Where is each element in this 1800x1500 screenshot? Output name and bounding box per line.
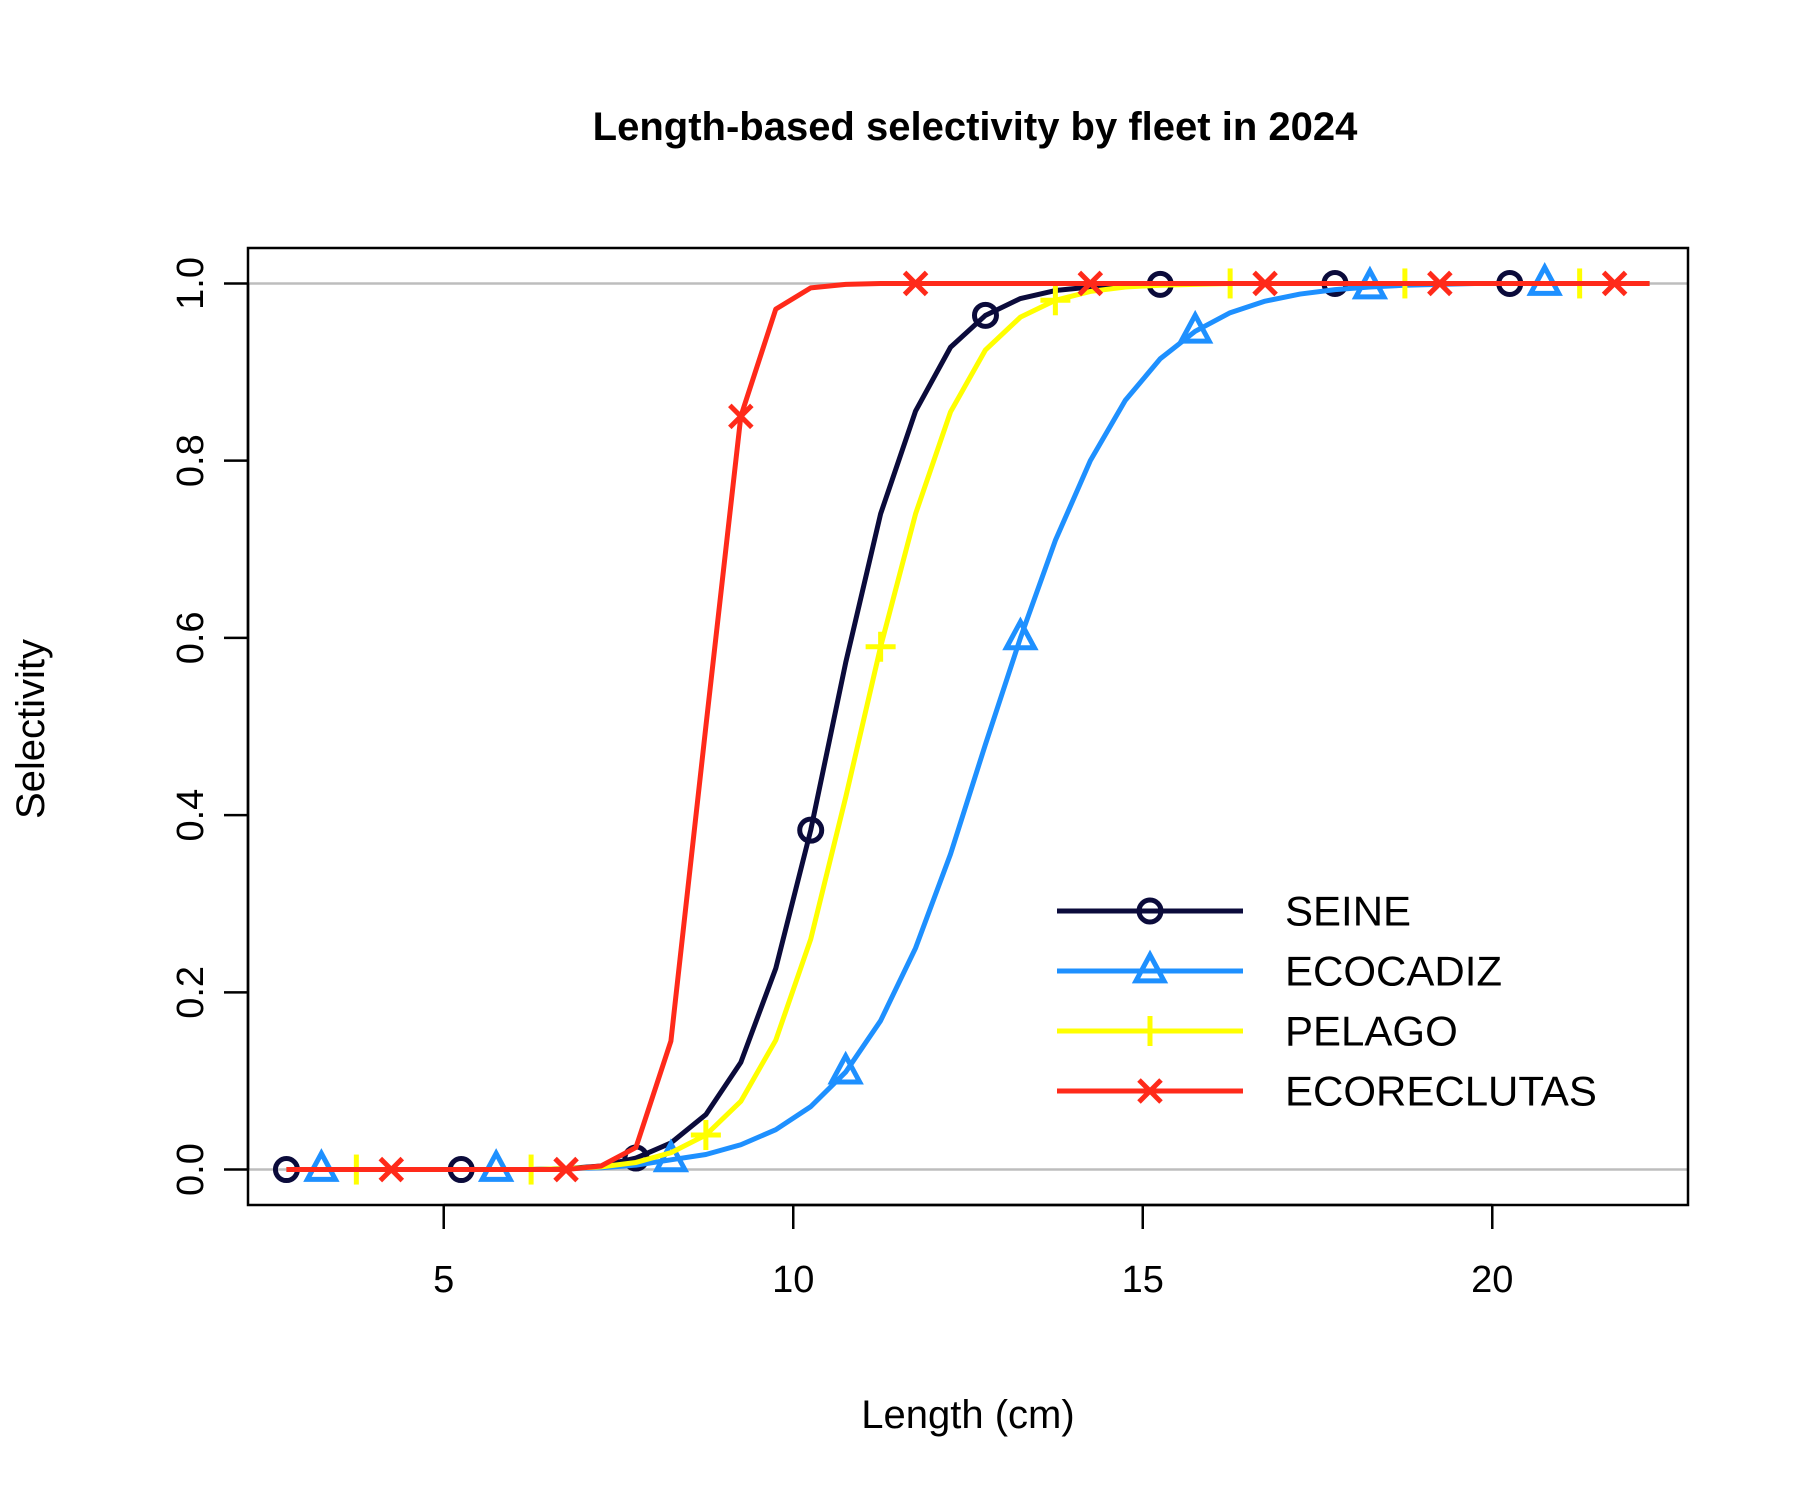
- reference-lines: [248, 282, 1688, 1171]
- point-ecoreclutas-23: [1077, 270, 1104, 297]
- x-tick-label-1: 10: [772, 1259, 814, 1301]
- point-ecocadiz-21: [1002, 616, 1039, 651]
- legend-label-ecocadiz: ECOCADIZ: [1285, 948, 1502, 995]
- point-ecoreclutas-28: [1252, 270, 1278, 297]
- y-tick-label-3: 0.6: [170, 611, 212, 664]
- series-ecoreclutas: [286, 270, 1650, 1183]
- plot-frame: [246, 246, 1690, 1207]
- point-ecoreclutas-33: [1427, 270, 1453, 297]
- point-ecoreclutas-38: [1601, 270, 1628, 297]
- y-tick-label-0: 0.0: [170, 1143, 212, 1196]
- point-ecoreclutas-13: [728, 403, 754, 430]
- x-tick-label-2: 15: [1122, 1259, 1164, 1301]
- point-seine-20: [971, 301, 999, 329]
- legend-marker-ecocadiz: [1131, 949, 1169, 984]
- y-tick-label-2: 0.4: [170, 789, 212, 842]
- series-layer: [272, 262, 1650, 1185]
- legend-marker-pelago: [1135, 1016, 1165, 1046]
- point-seine-15: [797, 816, 825, 844]
- y-tick-label-4: 0.8: [170, 434, 212, 487]
- y-axis: 0.0 0.2 0.4 0.6 0.8 1.0: [170, 257, 250, 1196]
- y-tick-label-1: 0.2: [170, 966, 212, 1019]
- series-line-ecoreclutas: [286, 280, 1650, 1173]
- point-ecoreclutas-3: [378, 1156, 405, 1183]
- point-pelago-22: [1040, 285, 1071, 316]
- point-pelago-12: [690, 1119, 721, 1150]
- point-ecocadiz-36: [1526, 262, 1563, 296]
- x-axis: 5 10 15 20: [433, 1203, 1513, 1301]
- legend-item-ecocadiz: ECOCADIZ: [1057, 948, 1502, 995]
- point-pelago-17: [865, 631, 896, 662]
- point-ecocadiz-16: [827, 1050, 864, 1085]
- legend-item-seine: SEINE: [1057, 888, 1411, 935]
- point-ecoreclutas-18: [902, 270, 929, 297]
- point-ecoreclutas-8: [553, 1156, 579, 1183]
- y-tick-label-5: 1.0: [170, 257, 212, 310]
- legend-item-pelago: PELAGO: [1057, 1008, 1458, 1055]
- legend-marker-ecoreclutas: [1137, 1078, 1163, 1104]
- x-axis-label: Length (cm): [861, 1393, 1074, 1437]
- x-tick-label-0: 5: [433, 1259, 454, 1301]
- point-ecocadiz-1: [303, 1148, 340, 1182]
- legend-label-seine: SEINE: [1285, 888, 1411, 935]
- legend-label-ecoreclutas: ECORECLUTAS: [1285, 1068, 1597, 1115]
- legend-marker-seine: [1136, 897, 1164, 925]
- legend-item-ecoreclutas: ECORECLUTAS: [1057, 1068, 1597, 1115]
- legend: SEINE ECOCADIZ PELAGO ECORECLUTAS: [1057, 888, 1597, 1115]
- chart-title: Length-based selectivity by fleet in 202…: [593, 105, 1358, 149]
- y-axis-label: Selectivity: [9, 639, 53, 819]
- point-ecocadiz-26: [1176, 309, 1214, 344]
- x-tick-label-3: 20: [1471, 1259, 1513, 1301]
- point-ecocadiz-6: [477, 1148, 515, 1182]
- legend-label-pelago: PELAGO: [1285, 1008, 1458, 1055]
